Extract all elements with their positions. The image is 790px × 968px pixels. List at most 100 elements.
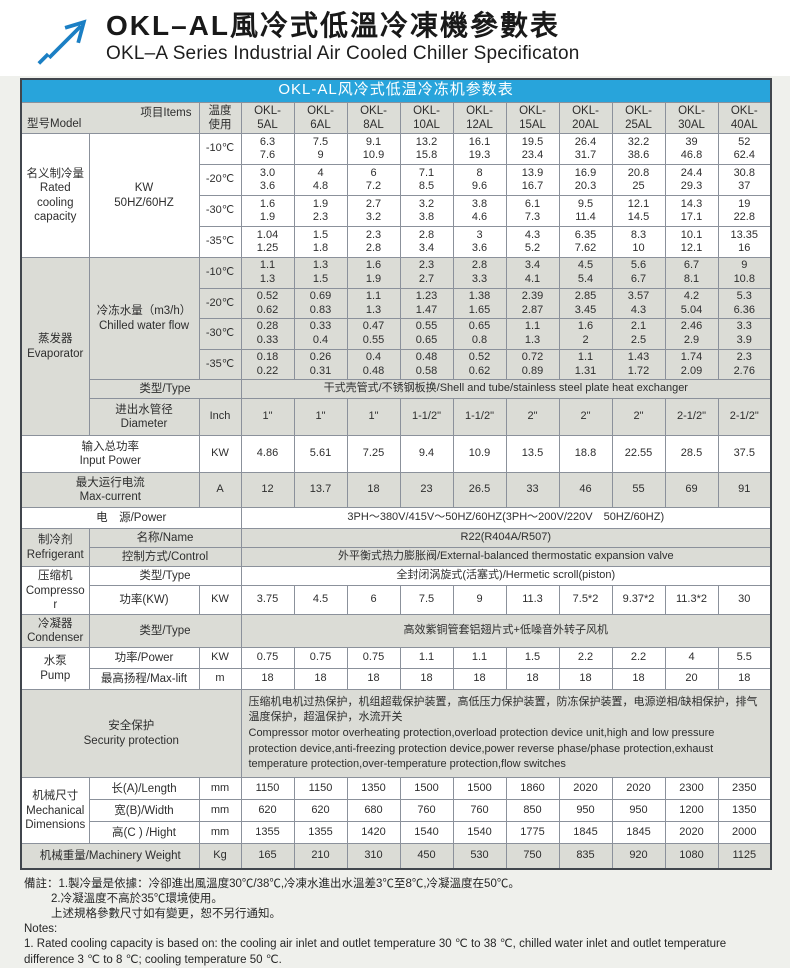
value-cell: 1" [293,398,348,437]
text-line: 2.46 [680,320,703,333]
value-cell: 2.8 3.3 [452,257,507,289]
text-line: 2.8 [471,259,488,272]
text-line: 9.1 [365,135,382,148]
value-cell: 0.28 0.33 [240,318,295,350]
table-row: 水泵 Pump 功率/Power KW 0.75 0.75 0.75 1.1 1.1 1.5 2.2… [20,647,772,691]
text-line: 干式壳管式/不锈钢板换/Shell and tube/stainless ste… [323,382,688,395]
text-line: 2.3 [312,211,329,224]
value-cell: 52 62.4 [717,133,772,166]
value-cell: 2020 [611,777,666,801]
table-row: 最高扬程/Max-lift m 18 18 18 18 18 18 18 18 20 18 [21,668,772,691]
value-cell: 4.5 5.4 [558,257,613,289]
value-cell: 3.57 4.3 [611,287,666,320]
text-line: 9 [317,149,324,162]
text-line: 5AL [257,118,278,131]
unit-cell: Inch [198,398,242,437]
value-cell: 2.39 2.87 [505,287,560,320]
value-cell: 12.1 14.5 [611,195,666,228]
unit-cell: KW [198,647,242,670]
text-line: 13.9 [521,166,544,179]
text-line: 0.58 [415,364,438,377]
value-cell: 2.2 [611,647,666,670]
text-line: 1.65 [468,303,491,316]
value-cell: 1.1 1.31 [558,348,613,381]
text-line: 0.4 [312,334,329,346]
table-row: 制冷剂 Refrigerant 名称/Name R22(R404A/R507) [20,528,772,568]
text-line: Diameter [120,418,168,431]
text-line: 0.83 [309,303,332,316]
text-line: Compressor [25,584,85,611]
value-cell: 18 [346,472,401,509]
item-label: 功率(KW) [88,585,200,616]
text-line: 2.3 [736,350,752,363]
text-line: 0.72 [521,350,544,363]
note-line-zh-1: 備註：1.製冷量是依據：冷卻進出風溫度30℃/38℃,冷凍水進出水溫差3℃至8℃… [24,877,520,890]
text-line: 32.2 [627,135,650,148]
value-cell: 14.3 17.1 [664,195,719,228]
value-cell: 6.35 7.62 [558,226,613,259]
text-line: 1.5 [312,273,329,285]
text-line: 0.33 [256,334,279,346]
value-cell: 18 [346,668,401,691]
value-cell: 2.8 3.4 [399,226,454,259]
value-cell: 1.1 [452,647,507,670]
text-line: 24.4 [680,166,703,179]
text-line: 38.6 [627,149,650,162]
text-line: 蒸发器 [38,333,73,346]
spec-table-body: OKL-AL风冷式低温冷冻机参数表 型号Model 项目Items 温度 使用 OKL- 5… [20,78,772,870]
unit-cell: A [198,472,242,509]
temp-cell: -20℃ [198,287,242,320]
text-line: 29.3 [680,180,703,193]
text-line: 5.3 [736,289,752,302]
value-cell: 3.0 3.6 [240,164,295,197]
value-cell: 1080 [664,843,719,870]
text-line: 0.4 [365,350,382,363]
value-cell: 18 [558,668,613,691]
value-cell: 9.1 10.9 [346,133,401,166]
value-cell: 1845 [611,821,666,845]
value-cell: 1540 [452,821,507,845]
text-line: 1.1 [577,350,594,363]
item-label: 控制方式/Control [88,547,242,568]
value-cell: 2.3 2.7 [399,257,454,289]
table-row: 功率(KW) KW 3.75 4.5 6 7.5 9 11.3 7.5*2 9.37*2 11.3*… [21,585,772,616]
text-line: 7.6 [259,149,276,162]
value-cell: 1.1 1.3 [240,257,295,289]
text-line: 25 [632,180,645,193]
value-cell: 3.8 4.6 [452,195,507,228]
value-cell: 1350 [717,799,772,823]
value-cell: 0.33 0.4 [293,318,348,350]
table-row: 宽(B)/Width mm 620 620 680 760 760 850 950 950 1200… [21,799,772,823]
unit-cell: mm [198,821,242,845]
text-line: 高效紫铜管套铝翅片式+低噪音外转子风机 [403,624,608,637]
text-line: 3.2 [365,211,382,224]
value-cell: 4.86 [240,435,295,474]
text-line: 4.3 [524,228,541,241]
text-line: 19.5 [521,135,544,148]
item-label: 安全保护 Security protection [20,689,242,779]
value-cell: 1150 [240,777,295,801]
table-row: 压缩机 Compressor 类型/Type 全封闭涡旋式(活塞式)/Hermetic… [20,566,772,616]
value-cell: 3.75 [240,585,295,616]
text-line: 最高扬程/Max-lift [100,673,188,686]
value-cell: 16.9 20.3 [558,164,613,197]
value-cell: 1-1/2" [399,398,454,437]
text-line: 1.23 [415,289,438,302]
text-line: 2.39 [521,289,544,302]
text-line: 输入总功率 [81,440,140,453]
value-cell: 69 [664,472,719,509]
text-line: 2.7 [418,273,435,285]
value-cell: 450 [399,843,454,870]
value-cell: 0.72 0.89 [505,348,560,381]
text-line: 3.0 [259,166,276,179]
text-line: 3.6 [259,180,276,193]
value-cell: 20.8 25 [611,164,666,197]
text-line: 8AL [363,118,384,131]
text-line: 8.1 [683,273,700,285]
table-row: -20℃ 0.52 0.62 0.69 0.83 1.1 1.3 1.23 1.47 1.38 1.… [21,287,772,320]
text-line: 3.45 [574,303,597,316]
title-block: OKL–AL風冷式低溫冷凍機參數表 OKL–A Series Industria… [106,10,580,65]
page-title: OKL–AL風冷式低溫冷凍機參數表 [106,10,561,41]
text-line: 14.5 [627,211,650,224]
value-cell: 835 [558,843,613,870]
